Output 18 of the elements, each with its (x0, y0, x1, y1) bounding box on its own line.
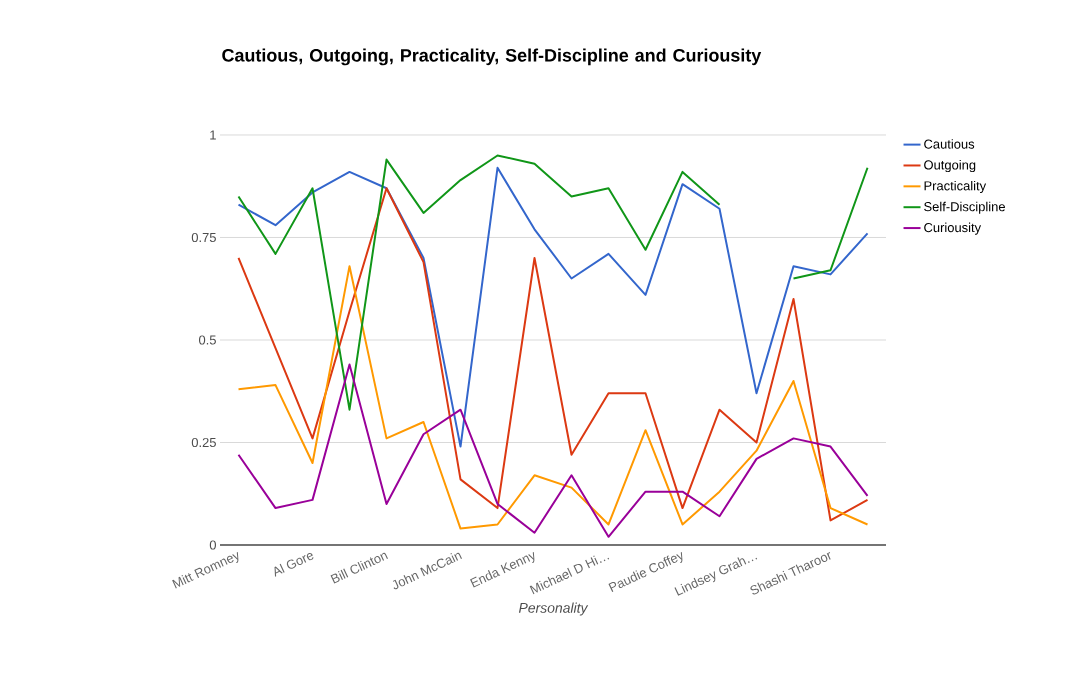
y-tick-label: 0.5 (198, 335, 216, 345)
y-tick-label: 0 (209, 540, 216, 550)
x-tick-label: Bill Clinton (330, 552, 388, 584)
legend-label: Curiousity (924, 222, 982, 235)
chart-title: Cautious, Outgoing, Practicality, Self-Discipline and Curiousity (222, 48, 762, 66)
y-tick-label: 0.25 (191, 437, 216, 448)
x-axis-title: Personality (518, 602, 589, 616)
line-series (237, 166, 869, 448)
x-tick-label: Al Gore (274, 553, 314, 577)
y-tick-label: 1 (210, 130, 216, 140)
legend-label: Cautious (924, 139, 975, 149)
legend-label: Self-Discipline (924, 201, 1005, 214)
legend-label: Practicality (924, 180, 987, 193)
line-series (237, 363, 869, 538)
line-series (237, 265, 869, 530)
legend-label: Outgoing (924, 160, 976, 173)
y-tick-label: 0.75 (191, 232, 216, 243)
line-series (237, 187, 869, 522)
